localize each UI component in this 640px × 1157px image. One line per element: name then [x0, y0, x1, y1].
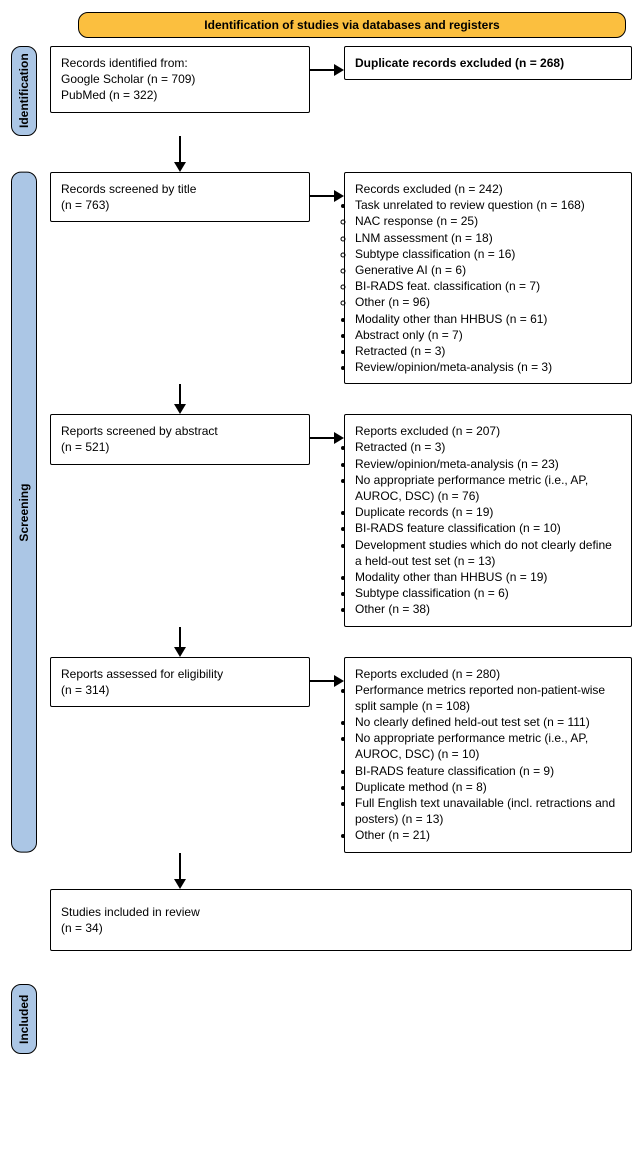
phase-screening: Screening	[11, 172, 37, 853]
duplicates-excluded-text: Duplicate records excluded (n = 268)	[355, 56, 564, 70]
records-identified-l3: PubMed (n = 322)	[61, 87, 299, 103]
records-identified-box: Records identified from: Google Scholar …	[50, 46, 310, 113]
reports-assessed-box: Reports assessed for eligibility (n = 31…	[50, 657, 310, 707]
reports-excluded-eligibility-box: Reports excluded (n = 280) Performance m…	[344, 657, 632, 853]
phase-included: Included	[11, 984, 37, 1054]
included-section: Included Studies included in review (n =…	[8, 889, 632, 1149]
records-identified-l2: Google Scholar (n = 709)	[61, 71, 299, 87]
arrow-right-icon	[310, 675, 344, 687]
records-excluded-title-box: Records excluded (n = 242) Task unrelate…	[344, 172, 632, 384]
arrow-right-icon	[310, 190, 344, 202]
arrow-down-icon	[174, 384, 186, 414]
records-screened-title-box: Records screened by title (n = 763)	[50, 172, 310, 222]
phase-identification: Identification	[11, 46, 37, 136]
arrow-down-icon	[174, 627, 186, 657]
arrow-down-icon	[174, 853, 186, 889]
arrow-right-icon	[310, 64, 344, 76]
studies-included-box: Studies included in review (n = 34)	[50, 889, 632, 951]
arrow-right-icon	[310, 432, 344, 444]
screening-section: Screening Records screened by title (n =…	[8, 172, 632, 853]
header-bar: Identification of studies via databases …	[78, 12, 626, 38]
reports-excluded-abstract-box: Reports excluded (n = 207) Retracted (n …	[344, 414, 632, 626]
reports-screened-abstract-box: Reports screened by abstract (n = 521)	[50, 414, 310, 464]
records-identified-l1: Records identified from:	[61, 55, 299, 71]
header-title: Identification of studies via databases …	[204, 18, 499, 32]
duplicates-excluded-box: Duplicate records excluded (n = 268)	[344, 46, 632, 80]
identification-section: Identification Records identified from: …	[8, 46, 632, 136]
prisma-flow-diagram: Identification of studies via databases …	[8, 12, 632, 1149]
arrow-down-icon	[174, 136, 186, 172]
